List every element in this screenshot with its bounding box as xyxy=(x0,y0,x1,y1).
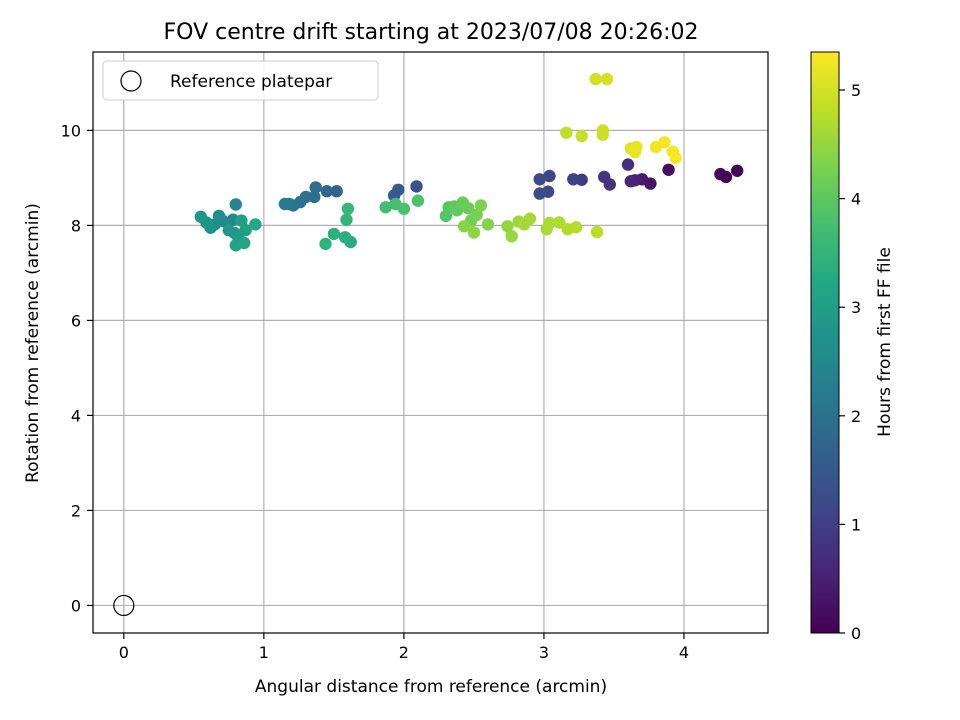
grid-lines xyxy=(93,52,768,633)
data-point xyxy=(505,230,518,243)
data-point xyxy=(249,218,262,231)
data-point xyxy=(590,225,604,239)
data-point xyxy=(669,151,682,165)
reference-platepar-marker xyxy=(113,594,135,617)
y-tick-label: 2 xyxy=(71,501,81,520)
data-point xyxy=(543,169,556,183)
data-point xyxy=(194,210,207,223)
data-point xyxy=(379,201,392,214)
colorbar-ticks: 0 1 2 3 4 5 xyxy=(839,81,861,643)
x-axis: 0 1 2 3 4 xyxy=(119,633,689,662)
y-tick-label: 6 xyxy=(71,311,81,330)
data-point xyxy=(569,221,583,234)
data-point xyxy=(319,237,332,251)
data-point xyxy=(600,72,614,86)
y-tick-label: 8 xyxy=(71,216,81,235)
data-point xyxy=(341,202,355,215)
data-point xyxy=(474,199,488,212)
data-point xyxy=(596,124,609,137)
colorbar-label: Hours from first FF file xyxy=(875,247,895,437)
colorbar-tick-label: 0 xyxy=(851,624,861,643)
y-tick-label: 10 xyxy=(61,121,81,140)
plot-frame xyxy=(92,51,769,634)
data-point xyxy=(481,218,495,231)
x-tick-label: 2 xyxy=(399,643,409,662)
data-point xyxy=(309,181,322,194)
data-point xyxy=(628,146,642,159)
data-point xyxy=(338,231,352,244)
x-tick-label: 4 xyxy=(679,643,689,662)
data-point xyxy=(621,158,635,171)
x-axis-label: Angular distance from reference (arcmin) xyxy=(255,677,607,697)
legend-marker-reference xyxy=(120,70,142,92)
y-tick-label: 4 xyxy=(71,406,81,425)
y-axis: 0 2 4 6 8 10 xyxy=(61,121,93,615)
legend-box xyxy=(102,60,379,101)
data-point xyxy=(658,136,671,149)
data-point xyxy=(598,170,611,184)
data-point xyxy=(589,72,602,86)
data-point xyxy=(462,202,475,215)
colorbar-tick-label: 2 xyxy=(851,407,861,426)
y-tick-label: 0 xyxy=(71,596,81,615)
data-point xyxy=(662,163,675,176)
y-axis-label: Rotation from reference (arcmin) xyxy=(23,203,43,483)
x-tick-label: 0 xyxy=(119,643,129,662)
data-point xyxy=(235,214,248,227)
legend: Reference platepar xyxy=(102,60,379,101)
colorbar-tick-label: 4 xyxy=(851,190,861,209)
data-point xyxy=(624,175,637,188)
data-point xyxy=(501,220,514,233)
data-point xyxy=(470,208,483,222)
data-point xyxy=(533,173,546,186)
chart-title: FOV centre drift starting at 2023/07/08 … xyxy=(164,20,699,45)
x-tick-label: 1 xyxy=(259,643,269,662)
plot-area xyxy=(92,51,769,634)
legend-entry-reference: Reference platepar xyxy=(170,72,332,92)
data-point xyxy=(543,216,556,230)
data-point xyxy=(467,226,481,239)
colorbar-tick-label: 3 xyxy=(851,298,861,317)
data-point xyxy=(320,185,334,198)
data-point xyxy=(553,216,566,229)
data-point xyxy=(411,194,425,207)
data-point xyxy=(410,180,423,193)
data-point xyxy=(278,197,292,211)
data-point xyxy=(330,185,343,198)
data-point xyxy=(327,227,341,241)
data-point xyxy=(731,164,744,177)
data-point xyxy=(457,220,471,233)
data-point xyxy=(560,126,573,139)
data-point xyxy=(533,187,546,200)
data-point xyxy=(567,173,580,186)
data-point xyxy=(575,129,588,143)
data-point xyxy=(397,202,411,215)
data-point xyxy=(239,223,252,237)
colorbar-gradient xyxy=(810,51,840,634)
colorbar-tick-label: 5 xyxy=(851,81,861,100)
data-points xyxy=(113,72,744,617)
data-point xyxy=(340,213,353,226)
data-point xyxy=(523,212,537,225)
data-point xyxy=(238,236,251,250)
colorbar: 0 1 2 3 4 5 Hours from first FF file xyxy=(810,51,895,643)
colorbar-tick-label: 1 xyxy=(851,515,861,534)
x-tick-label: 3 xyxy=(539,643,549,662)
data-point xyxy=(229,198,242,211)
data-point xyxy=(714,167,727,181)
